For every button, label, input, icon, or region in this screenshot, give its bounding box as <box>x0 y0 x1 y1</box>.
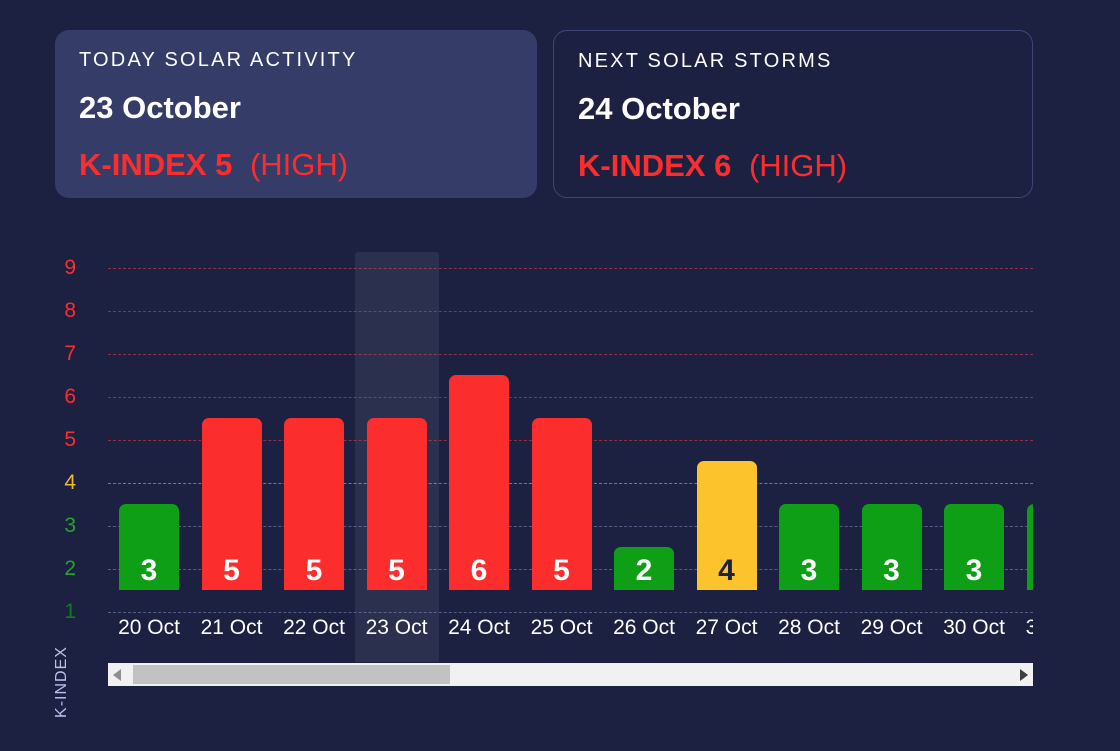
bar-value-label: 5 <box>223 554 240 587</box>
x-axis-label-29-oct: 29 Oct <box>860 616 923 639</box>
bar-value-label: 5 <box>305 554 323 587</box>
kindex-bar-30-oct[interactable]: 3 <box>944 504 1004 590</box>
y-tick-label-9: 9 <box>64 256 76 279</box>
x-axis-label-20-oct: 20 Oct <box>118 616 180 639</box>
y-tick-label-5: 5 <box>64 428 76 451</box>
today-solar-activity-card: TODAY SOLAR ACTIVITY 23 October K-INDEX … <box>55 30 537 198</box>
k-index-bar-chart: 3 5 5 5 6 5 2 4 3 3 3 3 20 Oct 21 Oct 22 Oct 23 Oct 24 … <box>108 250 1033 662</box>
kindex-bar-27-oct[interactable]: 4 <box>696 461 757 590</box>
next-card-date: 24 October <box>578 91 740 126</box>
today-kindex-level: (HIGH) <box>249 147 349 182</box>
y-tick-label-2: 2 <box>64 557 76 580</box>
scroll-right-button[interactable] <box>1015 663 1033 686</box>
kindex-bar-25-oct[interactable]: 5 <box>531 418 592 590</box>
kindex-bar-31-oct[interactable]: 3 <box>1026 504 1034 590</box>
gridline-9 <box>108 268 1033 269</box>
next-kindex-level: (HIGH) <box>748 148 848 183</box>
y-tick-label-4: 4 <box>64 471 76 494</box>
y-tick-label-7: 7 <box>64 342 76 365</box>
kindex-bar-20-oct[interactable]: 3 <box>119 504 179 590</box>
bar-value-label: 3 <box>800 554 818 587</box>
x-axis-label-30-oct: 30 Oct <box>943 616 1005 639</box>
kindex-bar-28-oct[interactable]: 3 <box>779 504 839 590</box>
x-axis-label-21-oct: 21 Oct <box>200 616 263 639</box>
y-axis: 1 2 3 4 5 6 7 8 9 <box>28 0 76 660</box>
y-axis-title: K-INDEX <box>53 646 70 718</box>
x-axis-label-28-oct: 28 Oct <box>778 616 840 639</box>
kindex-bar-29-oct[interactable]: 3 <box>861 504 922 590</box>
today-card-date: 23 October <box>79 90 241 125</box>
today-card-title: TODAY SOLAR ACTIVITY <box>79 49 358 71</box>
next-solar-storms-card: NEXT SOLAR STORMS 24 October K-INDEX 6 (… <box>553 30 1033 198</box>
next-card-kindex: K-INDEX 6 (HIGH) <box>578 148 847 184</box>
kindex-bar-21-oct[interactable]: 5 <box>201 418 262 590</box>
gridline-1 <box>108 612 1033 613</box>
today-kindex-value: K-INDEX 5 <box>79 147 233 182</box>
x-axis-label-23-oct: 23 Oct <box>365 616 428 639</box>
bar-value-label: 2 <box>635 554 653 587</box>
horizontal-scrollbar[interactable] <box>108 663 1033 686</box>
scroll-left-button[interactable] <box>108 663 126 686</box>
y-tick-label-8: 8 <box>64 299 76 322</box>
next-kindex-value: K-INDEX 6 <box>578 148 732 183</box>
bar-value-label: 3 <box>965 554 983 587</box>
scrollbar-thumb[interactable] <box>133 665 450 684</box>
kindex-bar-24-oct[interactable]: 6 <box>449 375 509 590</box>
gridline-7 <box>108 354 1033 355</box>
x-axis-label-27-oct: 27 Oct <box>695 616 758 639</box>
x-axis-label-26-oct: 26 Oct <box>613 616 675 639</box>
today-card-kindex: K-INDEX 5 (HIGH) <box>79 147 348 183</box>
bar-value-label: 3 <box>883 554 900 587</box>
x-axis-label-24-oct: 24 Oct <box>448 616 510 639</box>
gridline-8 <box>108 311 1033 312</box>
kindex-bar-22-oct[interactable]: 5 <box>284 418 344 590</box>
bar-value-label: 3 <box>1027 555 1034 587</box>
bar-value-label: 6 <box>470 554 488 587</box>
scroll-right-icon <box>1020 668 1028 681</box>
bar-value-label: 3 <box>140 554 158 587</box>
gridline-6 <box>108 397 1033 398</box>
kindex-bar-26-oct[interactable]: 2 <box>614 547 674 590</box>
x-axis-label-25-oct: 25 Oct <box>530 616 593 639</box>
x-axis-label-31-oct: 31 Oct <box>1025 616 1033 639</box>
bar-value-label: 5 <box>388 554 405 587</box>
next-card-title: NEXT SOLAR STORMS <box>578 50 833 72</box>
y-tick-label-3: 3 <box>64 514 76 537</box>
y-tick-label-1: 1 <box>64 600 76 623</box>
scroll-left-icon <box>113 668 121 681</box>
kindex-bar-23-oct[interactable]: 5 <box>366 418 427 590</box>
y-tick-label-6: 6 <box>64 385 76 408</box>
x-axis-label-22-oct: 22 Oct <box>283 616 345 639</box>
bar-value-label: 5 <box>553 554 570 587</box>
bar-value-label: 4 <box>718 554 735 587</box>
